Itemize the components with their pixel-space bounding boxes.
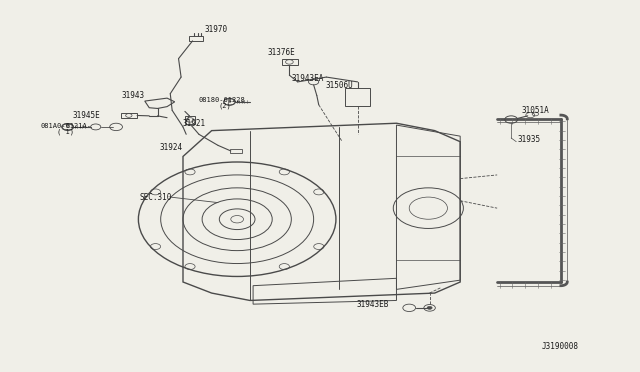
- Text: 31943: 31943: [121, 91, 144, 100]
- Text: 31935: 31935: [518, 135, 541, 144]
- Text: 31943EB: 31943EB: [357, 300, 389, 310]
- Text: 31376E: 31376E: [268, 48, 296, 57]
- Bar: [185, 116, 195, 124]
- Bar: [346, 88, 370, 106]
- Text: 31506U: 31506U: [325, 81, 353, 90]
- Bar: [121, 113, 137, 118]
- Text: 31924: 31924: [159, 143, 182, 152]
- Text: SEC.310: SEC.310: [139, 193, 172, 202]
- Text: ( 1): ( 1): [58, 128, 74, 135]
- Bar: [282, 59, 298, 65]
- Text: J3190008: J3190008: [541, 342, 579, 351]
- Circle shape: [427, 307, 432, 310]
- Text: B: B: [66, 124, 69, 129]
- Text: 08180-61228: 08180-61228: [199, 97, 246, 103]
- Text: 31945E: 31945E: [73, 111, 100, 121]
- Text: 31943EA: 31943EA: [292, 74, 324, 83]
- Bar: [230, 149, 243, 153]
- Text: 31051A: 31051A: [522, 106, 549, 115]
- Text: 31970: 31970: [204, 25, 227, 33]
- Text: (2): (2): [218, 102, 231, 109]
- Text: 081A0-6121A-: 081A0-6121A-: [41, 123, 92, 129]
- Bar: [189, 36, 204, 41]
- Text: 31921: 31921: [183, 119, 206, 128]
- Text: B: B: [228, 99, 231, 104]
